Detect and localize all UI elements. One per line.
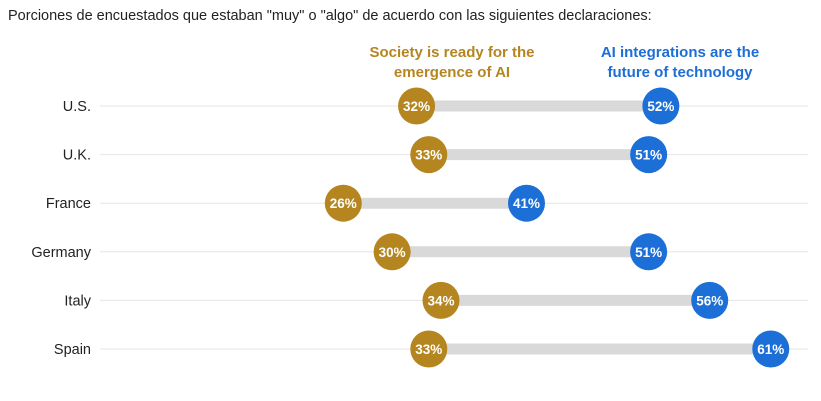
legend-ai-integrations-line1: AI integrations are the (600, 44, 760, 61)
dot-ai-integrations-italy (691, 281, 729, 319)
dot-label-ai-integrations-germany: 51% (635, 245, 662, 260)
dot-society-ready-italy (422, 281, 460, 319)
dot-label-ai-integrations-u-s: 52% (647, 99, 674, 114)
row-label-italy: Italy (64, 293, 91, 309)
dot-label-society-ready-spain: 33% (415, 342, 442, 357)
dot-label-ai-integrations-italy: 56% (696, 293, 723, 308)
legend-society-ready: Society is ready for the emergence of AI (352, 43, 552, 83)
dot-society-ready-u-k (410, 136, 448, 174)
legend-ai-integrations-line2: future of technology (607, 64, 753, 81)
chart-title: Porciones de encuestados que estaban "mu… (8, 8, 652, 24)
dot-society-ready-germany (373, 233, 411, 271)
row-label-spain: Spain (54, 342, 91, 358)
dot-ai-integrations-france (508, 184, 545, 222)
dot-label-society-ready-germany: 30% (379, 245, 406, 260)
dot-ai-integrations-germany (630, 233, 668, 271)
dot-label-society-ready-u-s: 32% (403, 99, 430, 114)
row-label-u-k: U.K. (63, 148, 91, 164)
dot-society-ready-u-s (398, 87, 436, 125)
dot-label-society-ready-italy: 34% (427, 293, 454, 308)
dot-label-ai-integrations-spain: 61% (757, 342, 784, 357)
dot-society-ready-france (324, 184, 362, 222)
dot-label-ai-integrations-u-k: 51% (635, 148, 662, 163)
legend-society-ready-line2: emergence of AI (393, 64, 511, 81)
dot-ai-integrations-spain (752, 330, 790, 368)
dot-label-society-ready-france: 26% (330, 196, 357, 211)
dot-label-ai-integrations-france: 41% (513, 196, 540, 211)
row-label-france: France (46, 196, 91, 212)
row-label-u-s: U.S. (63, 99, 91, 115)
dot-ai-integrations-u-k (630, 136, 668, 174)
dot-label-society-ready-u-k: 33% (415, 148, 442, 163)
row-label-germany: Germany (31, 245, 91, 261)
legend-society-ready-line1: Society is ready for the (369, 44, 535, 61)
dot-ai-integrations-u-s (642, 87, 680, 125)
dot-society-ready-spain (410, 330, 448, 368)
legend-ai-integrations: AI integrations are the future of techno… (580, 43, 780, 83)
